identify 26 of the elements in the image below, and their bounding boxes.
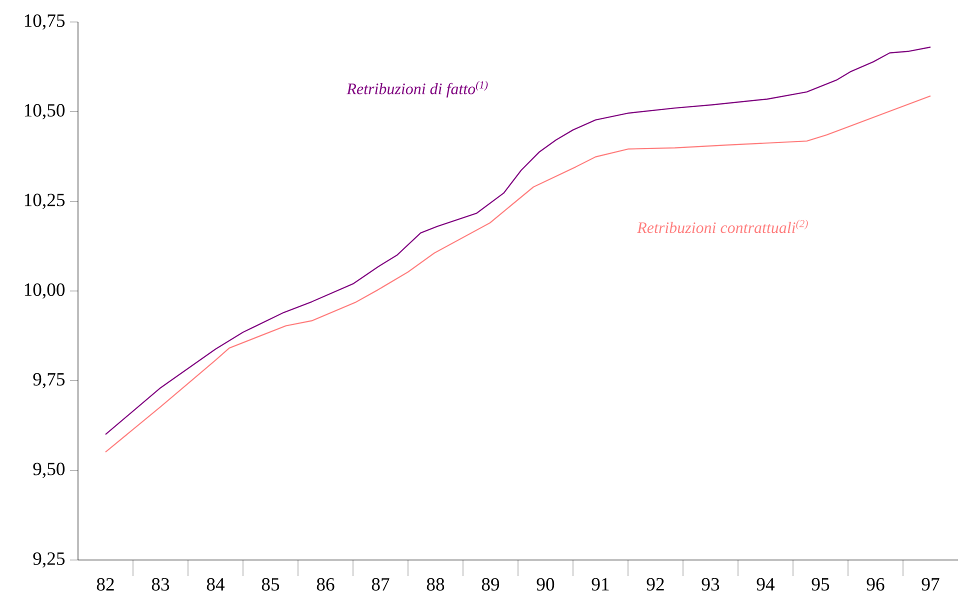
y-tick-label: 9,50 bbox=[33, 462, 65, 478]
x-tick-label: 91 bbox=[592, 578, 609, 591]
x-tick-label: 92 bbox=[646, 578, 664, 591]
x-tick-label: 95 bbox=[812, 578, 830, 591]
x-tick-label: 84 bbox=[206, 578, 225, 591]
x-tick-label: 85 bbox=[262, 578, 280, 591]
y-tick-label: 10,50 bbox=[24, 104, 65, 120]
x-tick-label: 90 bbox=[536, 578, 554, 591]
x-tick-label: 88 bbox=[426, 578, 444, 591]
x-tick-label: 94 bbox=[756, 578, 775, 591]
x-tick-label: 97 bbox=[922, 578, 940, 591]
x-tick-label: 86 bbox=[316, 578, 334, 591]
y-tick-label: 10,25 bbox=[24, 194, 65, 209]
x-tick-label: 96 bbox=[866, 578, 884, 591]
y-tick-label: 10,00 bbox=[24, 283, 65, 299]
x-tick-label: 82 bbox=[96, 578, 114, 591]
x-tick-label: 83 bbox=[152, 578, 170, 591]
text: Retribuzioni contrattuali$^{(2)}$ bbox=[637, 220, 808, 234]
x-tick-label: 87 bbox=[372, 578, 390, 591]
x-tick-label: 93 bbox=[702, 578, 720, 591]
y-tick-label: 9,25 bbox=[33, 552, 65, 568]
text: Retribuzioni di fatto$^{(1)}$ bbox=[346, 80, 488, 98]
line-series bbox=[104, 46, 932, 436]
x-tick-label: 89 bbox=[482, 578, 500, 591]
y-tick-label: 9,75 bbox=[33, 373, 65, 388]
y-tick-label: 10,75 bbox=[24, 14, 65, 30]
